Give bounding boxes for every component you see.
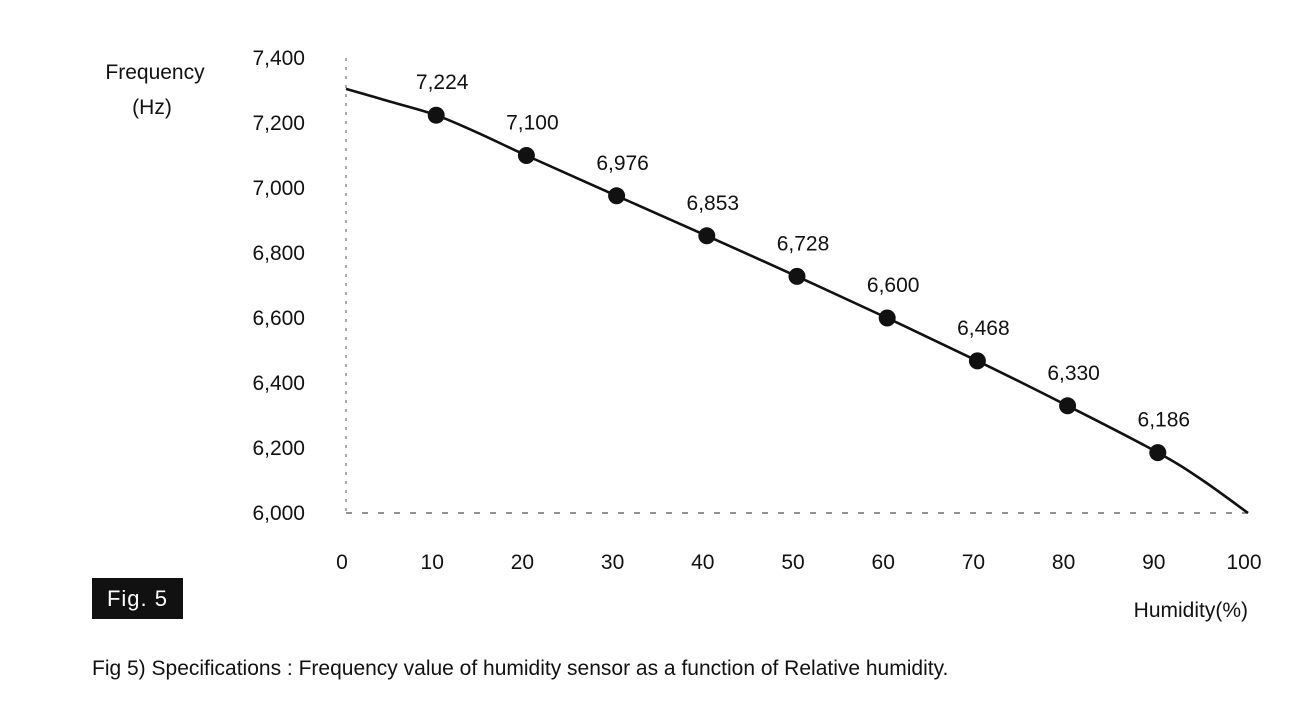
x-tick-label: 40 bbox=[691, 551, 714, 574]
x-tick-label: 10 bbox=[421, 551, 444, 574]
data-point-label: 6,728 bbox=[777, 232, 830, 255]
data-labels: 7,224 7,100 6,976 6,853 6,728 6,600 6,468 6,330… bbox=[416, 71, 1190, 431]
data-point-label: 6,600 bbox=[867, 274, 920, 297]
series-curve bbox=[345, 87, 1249, 515]
x-tick-label: 60 bbox=[872, 551, 895, 574]
y-axis-title-line1: Frequency bbox=[105, 61, 205, 84]
figure-badge: Fig. 5 bbox=[92, 578, 183, 619]
x-tick-label: 20 bbox=[511, 551, 534, 574]
data-point-label: 6,976 bbox=[596, 152, 649, 175]
y-tick-label: 6,200 bbox=[252, 437, 305, 460]
x-tick-label: 50 bbox=[781, 551, 804, 574]
y-tick-label: 6,600 bbox=[252, 307, 305, 330]
y-tick-label: 6,400 bbox=[252, 372, 305, 395]
figure-caption: Fig 5) Specifications : Frequency value … bbox=[92, 657, 949, 680]
x-tick-label: 70 bbox=[962, 551, 985, 574]
y-tick-label: 6,800 bbox=[252, 242, 305, 265]
data-point-label: 6,468 bbox=[957, 317, 1010, 340]
data-point-label: 7,224 bbox=[416, 71, 469, 94]
data-point-label: 6,186 bbox=[1138, 409, 1191, 432]
data-point bbox=[698, 227, 716, 245]
data-point bbox=[1149, 444, 1167, 462]
data-point bbox=[608, 187, 626, 205]
data-point-label: 7,100 bbox=[506, 112, 559, 135]
y-tick-label: 7,000 bbox=[252, 177, 305, 200]
y-tick-label: 7,400 bbox=[252, 47, 305, 70]
data-point bbox=[788, 267, 806, 285]
x-tick-label: 80 bbox=[1052, 551, 1075, 574]
data-point bbox=[427, 106, 445, 124]
y-axis-title-line2: (Hz) bbox=[132, 96, 172, 119]
y-tick-label: 6,000 bbox=[252, 502, 305, 525]
data-markers bbox=[427, 106, 1167, 462]
y-tick-label: 7,200 bbox=[252, 112, 305, 135]
x-axis-title: Humidity(%) bbox=[1134, 599, 1248, 622]
tick-labels: 6,000 6,200 6,400 6,600 6,800 7,000 7,200 7,400… bbox=[252, 47, 1261, 574]
data-point bbox=[878, 309, 896, 327]
data-point bbox=[517, 147, 535, 164]
frequency-curve bbox=[345, 87, 1249, 515]
x-tick-label: 30 bbox=[601, 551, 624, 574]
x-tick-label: 90 bbox=[1142, 551, 1165, 574]
axes bbox=[345, 58, 1248, 514]
x-tick-label: 0 bbox=[336, 551, 348, 574]
data-point-label: 6,853 bbox=[687, 192, 740, 215]
x-tick-label: 100 bbox=[1226, 551, 1261, 574]
data-point bbox=[1059, 397, 1077, 415]
data-point-label: 6,330 bbox=[1047, 362, 1100, 385]
data-point bbox=[968, 352, 986, 370]
